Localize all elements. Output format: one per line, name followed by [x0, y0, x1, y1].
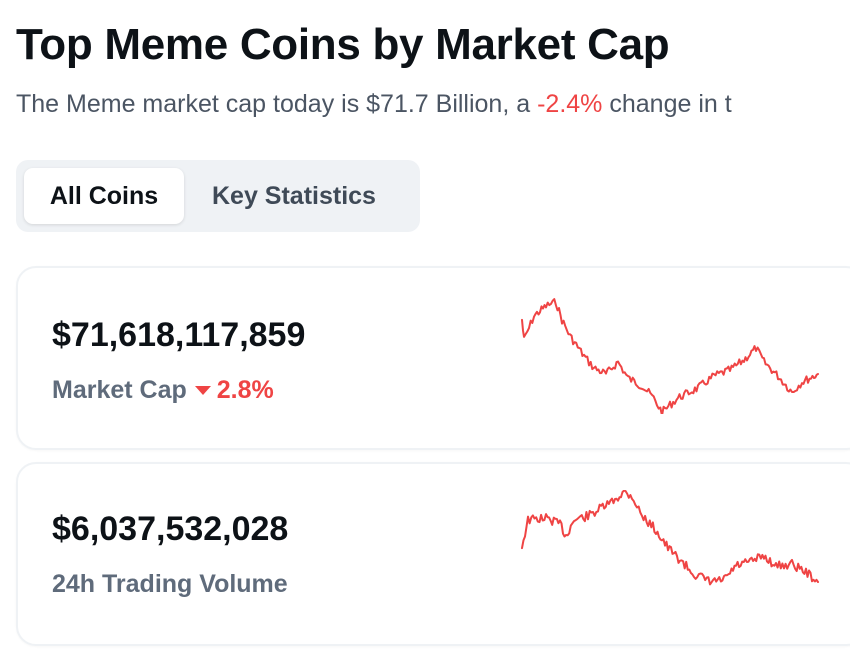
market-cap-label-row: Market Cap 2.8%	[52, 376, 274, 405]
tab-all-coins[interactable]: All Coins	[24, 168, 184, 224]
market-cap-card: $71,618,117,859 Market Cap 2.8%	[16, 266, 850, 450]
market-cap-change: 2.8%	[194, 376, 274, 405]
trading-volume-sparkline-line	[521, 490, 819, 586]
trading-volume-label: 24h Trading Volume	[52, 570, 288, 598]
summary-text-suffix: change in t	[602, 90, 732, 118]
page-title: Top Meme Coins by Market Cap	[16, 20, 670, 69]
trading-volume-card: $6,037,532,028 24h Trading Volume	[16, 462, 850, 646]
market-summary: The Meme market cap today is $71.7 Billi…	[16, 90, 850, 119]
tab-key-statistics[interactable]: Key Statistics	[212, 181, 376, 210]
market-cap-sparkline-line	[521, 298, 819, 414]
trading-volume-sparkline	[521, 490, 819, 586]
market-cap-change-value: 2.8%	[216, 376, 274, 404]
market-cap-sparkline	[521, 298, 819, 414]
view-tabs: All Coins Key Statistics	[16, 160, 420, 232]
market-cap-value: $71,618,117,859	[52, 316, 306, 354]
summary-change: -2.4%	[537, 90, 603, 118]
trading-volume-value: $6,037,532,028	[52, 510, 289, 548]
caret-down-icon	[194, 386, 211, 395]
trading-volume-label-row: 24h Trading Volume	[52, 570, 288, 599]
market-cap-label: Market Cap	[52, 376, 187, 404]
summary-text: The Meme market cap today is $71.7 Billi…	[16, 90, 538, 118]
